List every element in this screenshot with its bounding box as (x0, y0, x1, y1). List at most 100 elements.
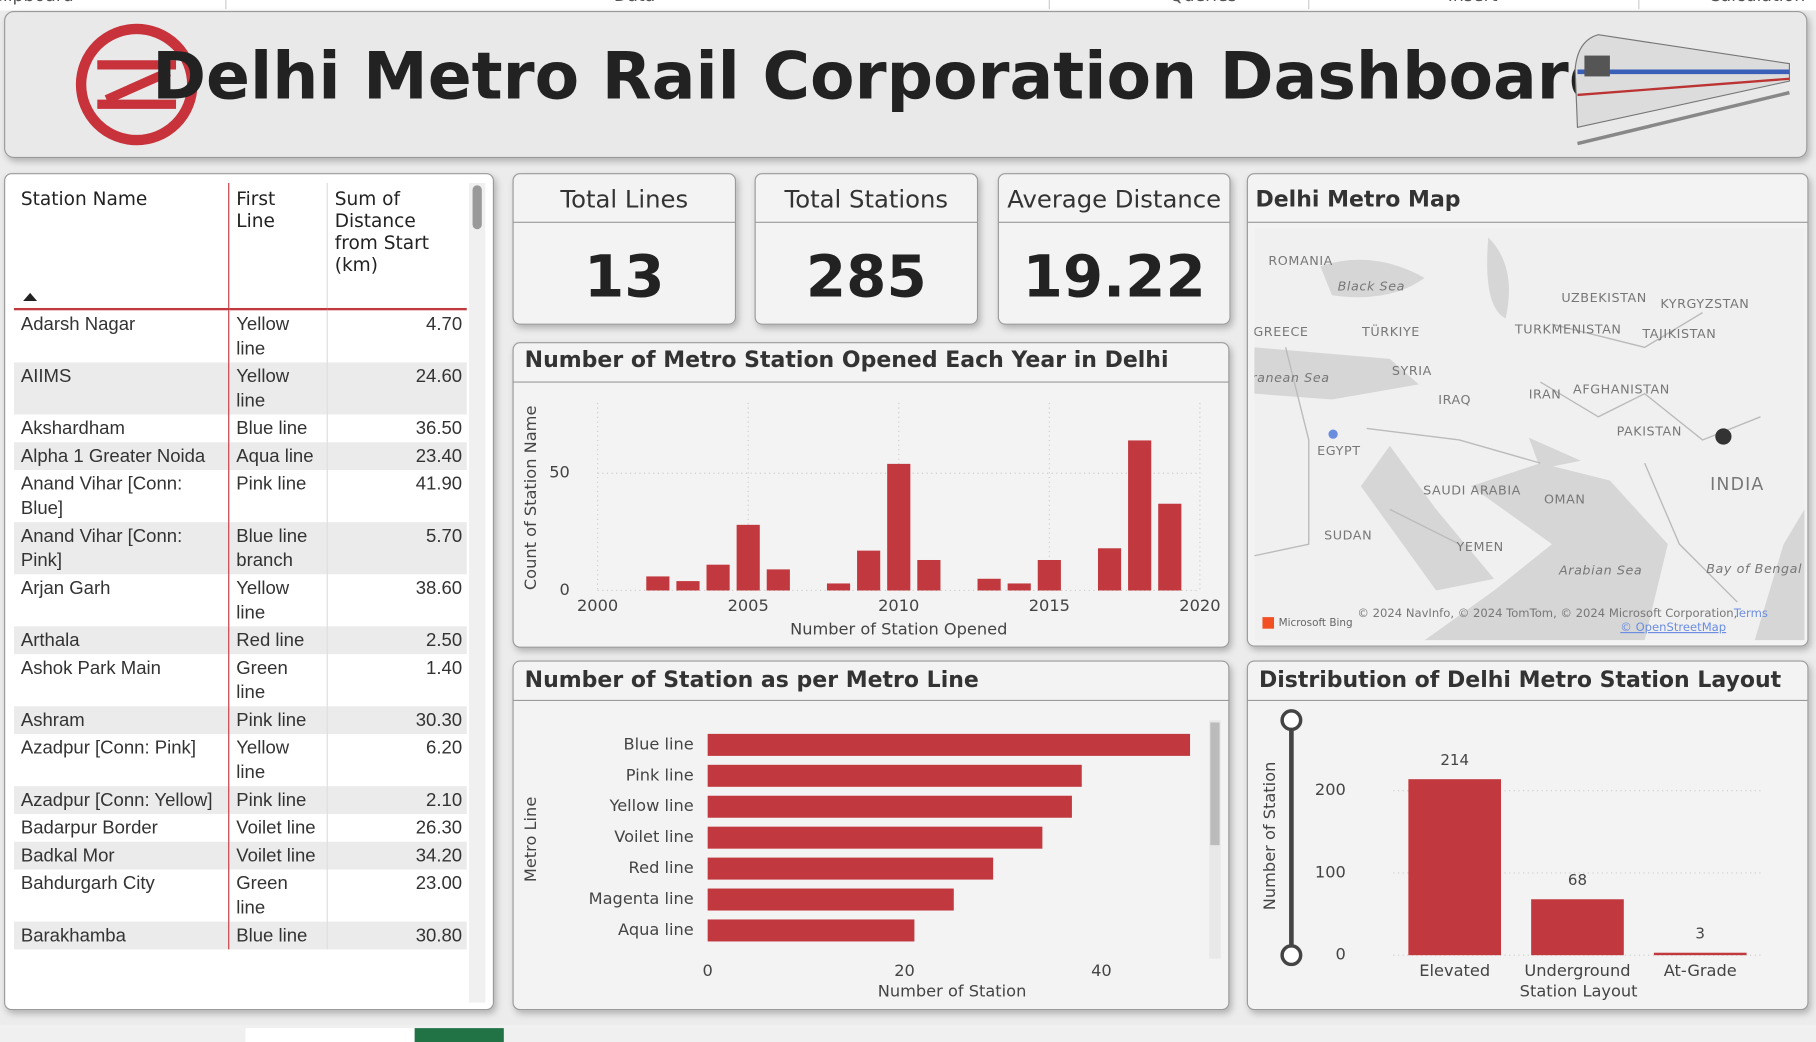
table-cell: Yellow line (228, 734, 328, 787)
data-label: 68 (1568, 871, 1587, 889)
data-label: 214 (1440, 751, 1469, 769)
bar (707, 857, 994, 880)
table-cell: Arjan Garh (13, 574, 230, 627)
x-tick-label: 2020 (1179, 596, 1220, 615)
table-row[interactable]: Anand Vihar [Conn: Blue] Pink line 41.90 (13, 470, 467, 523)
y-tick-label: Voilet line (614, 827, 694, 846)
ribbon-group-label: Clipboard (0, 0, 74, 6)
table-cell: Badarpur Border (13, 813, 230, 842)
table-cell: 1.40 (426, 658, 463, 679)
y-tick-label: 0 (560, 580, 570, 599)
table-cell: Yellow line (228, 574, 328, 627)
kpi-label: Average Distance (1007, 184, 1221, 213)
table-row[interactable]: Arjan Garh Yellow line 38.60 (13, 574, 467, 627)
table-cell: Voilet line (228, 841, 328, 870)
table-row[interactable]: Akshardham Blue line 36.50 (13, 414, 467, 443)
table-row[interactable]: Barakhamba Blue line 30.80 (13, 921, 467, 950)
table-cell: Azadpur [Conn: Yellow] (13, 786, 230, 814)
table-row[interactable]: Anand Vihar [Conn: Pink] Blue line branch… (13, 522, 467, 575)
x-axis-title: Number of Station (878, 982, 1027, 1001)
chart-scroll-thumb[interactable] (1210, 722, 1220, 846)
table-cell: Blue line (228, 414, 328, 443)
bar (887, 463, 911, 591)
table-cell: 2.10 (327, 786, 467, 814)
map-label: GREECE (1253, 325, 1308, 340)
table-row[interactable]: Arthala Red line 2.50 (13, 626, 467, 655)
table-cell: 36.50 (415, 419, 463, 439)
table-cell: Blue line (228, 921, 328, 950)
chart-panel (1246, 660, 1809, 1011)
table-row[interactable]: Ashok Park Main Green line 1.40 (13, 654, 467, 707)
map-label: EGYPT (1317, 444, 1360, 459)
table-row[interactable]: Azadpur [Conn: Yellow] Pink line 2.10 (13, 786, 467, 814)
bar (1408, 779, 1502, 956)
map-label: ROMANIA (1268, 254, 1333, 269)
y-tick-label: 50 (549, 463, 570, 482)
bar (706, 564, 730, 591)
bar (707, 733, 1191, 756)
y-tick-label: Magenta line (589, 889, 694, 908)
map-label: YEMEN (1456, 540, 1504, 555)
chart-title: Distribution of Delhi Metro Station Layo… (1259, 668, 1782, 693)
table-cell: AIIMS (13, 362, 230, 415)
bar (1007, 583, 1031, 591)
table-cell: Ashok Park Main (13, 654, 230, 707)
bar (1128, 440, 1152, 591)
table-row[interactable]: Badarpur Border Voilet line 26.30 (13, 813, 467, 842)
bar (1653, 952, 1747, 956)
ribbon-bar (0, 0, 1816, 11)
map-label: Black Sea (1338, 280, 1405, 295)
y-tick-label: 200 (1315, 780, 1346, 799)
column-header: Station Name (13, 182, 230, 311)
map-label: IRAQ (1438, 393, 1471, 408)
x-tick-label: Elevated (1419, 961, 1490, 980)
map-osm: © OpenStreetMap (1620, 620, 1726, 634)
table-row[interactable]: AIIMS Yellow line 24.60 (13, 362, 467, 415)
sheet-tab[interactable] (245, 1028, 415, 1042)
y-tick-label: Red line (629, 858, 694, 877)
table-cell: Ashram (13, 706, 230, 735)
x-tick-label: At-Grade (1664, 961, 1737, 980)
table-cell: 24.60 (327, 362, 467, 415)
zoom-slider[interactable] (1280, 709, 1303, 967)
table-row[interactable]: Adarsh Nagar Yellow line 4.70 (13, 309, 467, 363)
chart-panel (512, 342, 1230, 648)
kpi-value: 19.22 (1023, 242, 1206, 310)
map-title: Delhi Metro Map (1255, 187, 1460, 212)
table-row[interactable]: Bahdurgarh City Green line 23.00 (13, 869, 467, 922)
bar (917, 559, 941, 591)
table-row[interactable]: Ashram Pink line 30.30 (13, 706, 467, 735)
map[interactable]: ROMANIA Black Sea UZBEKISTAN KYRGYZSTAN GREE… (1199, 228, 1805, 641)
bar (707, 764, 1082, 787)
map-label: TURKMENISTAN (1514, 322, 1622, 337)
map-attribution: © 2024 NavInfo, © 2024 TomTom, © 2024 Mi… (1357, 606, 1737, 620)
y-tick-label: Aqua line (618, 920, 694, 939)
y-tick-label: Pink line (626, 765, 694, 784)
map-label: AFGHANISTAN (1573, 383, 1670, 398)
table-scroll-track[interactable] (469, 182, 486, 1003)
x-tick-label: 20 (894, 961, 915, 980)
map-brand: Microsoft Bing (1279, 617, 1353, 629)
table-row[interactable]: Azadpur [Conn: Pink] Yellow line 6.20 (13, 734, 467, 787)
table-cell: Yellow line (228, 362, 328, 415)
sheet-tab-active[interactable] (414, 1028, 504, 1042)
map-label: IRAN (1529, 387, 1562, 402)
map-label: Bay of Bengal (1706, 562, 1802, 577)
x-axis-title: Station Layout (1520, 982, 1638, 1001)
bar (707, 795, 1072, 818)
station-table[interactable]: Station Name First Line Sum of Distance fr… (13, 182, 467, 1003)
bar (736, 524, 760, 591)
table-cell: Pink line (228, 706, 328, 735)
table-cell: Blue line branch (228, 522, 328, 575)
x-tick-label: Underground (1524, 961, 1630, 980)
table-cell: Pink line (228, 470, 328, 523)
table-scroll-thumb[interactable] (472, 185, 482, 230)
bar (1097, 548, 1122, 591)
table-row[interactable]: Badkal Mor Voilet line 34.20 (13, 841, 467, 870)
bar (1158, 503, 1182, 591)
map-label: UZBEKISTAN (1561, 291, 1647, 306)
map-label: Arabian Sea (1558, 563, 1642, 578)
map-label: KYRGYZSTAN (1660, 297, 1749, 312)
table-cell: Alpha 1 Greater Noida (13, 442, 230, 471)
table-row[interactable]: Alpha 1 Greater Noida Aqua line 23.40 (13, 442, 467, 471)
